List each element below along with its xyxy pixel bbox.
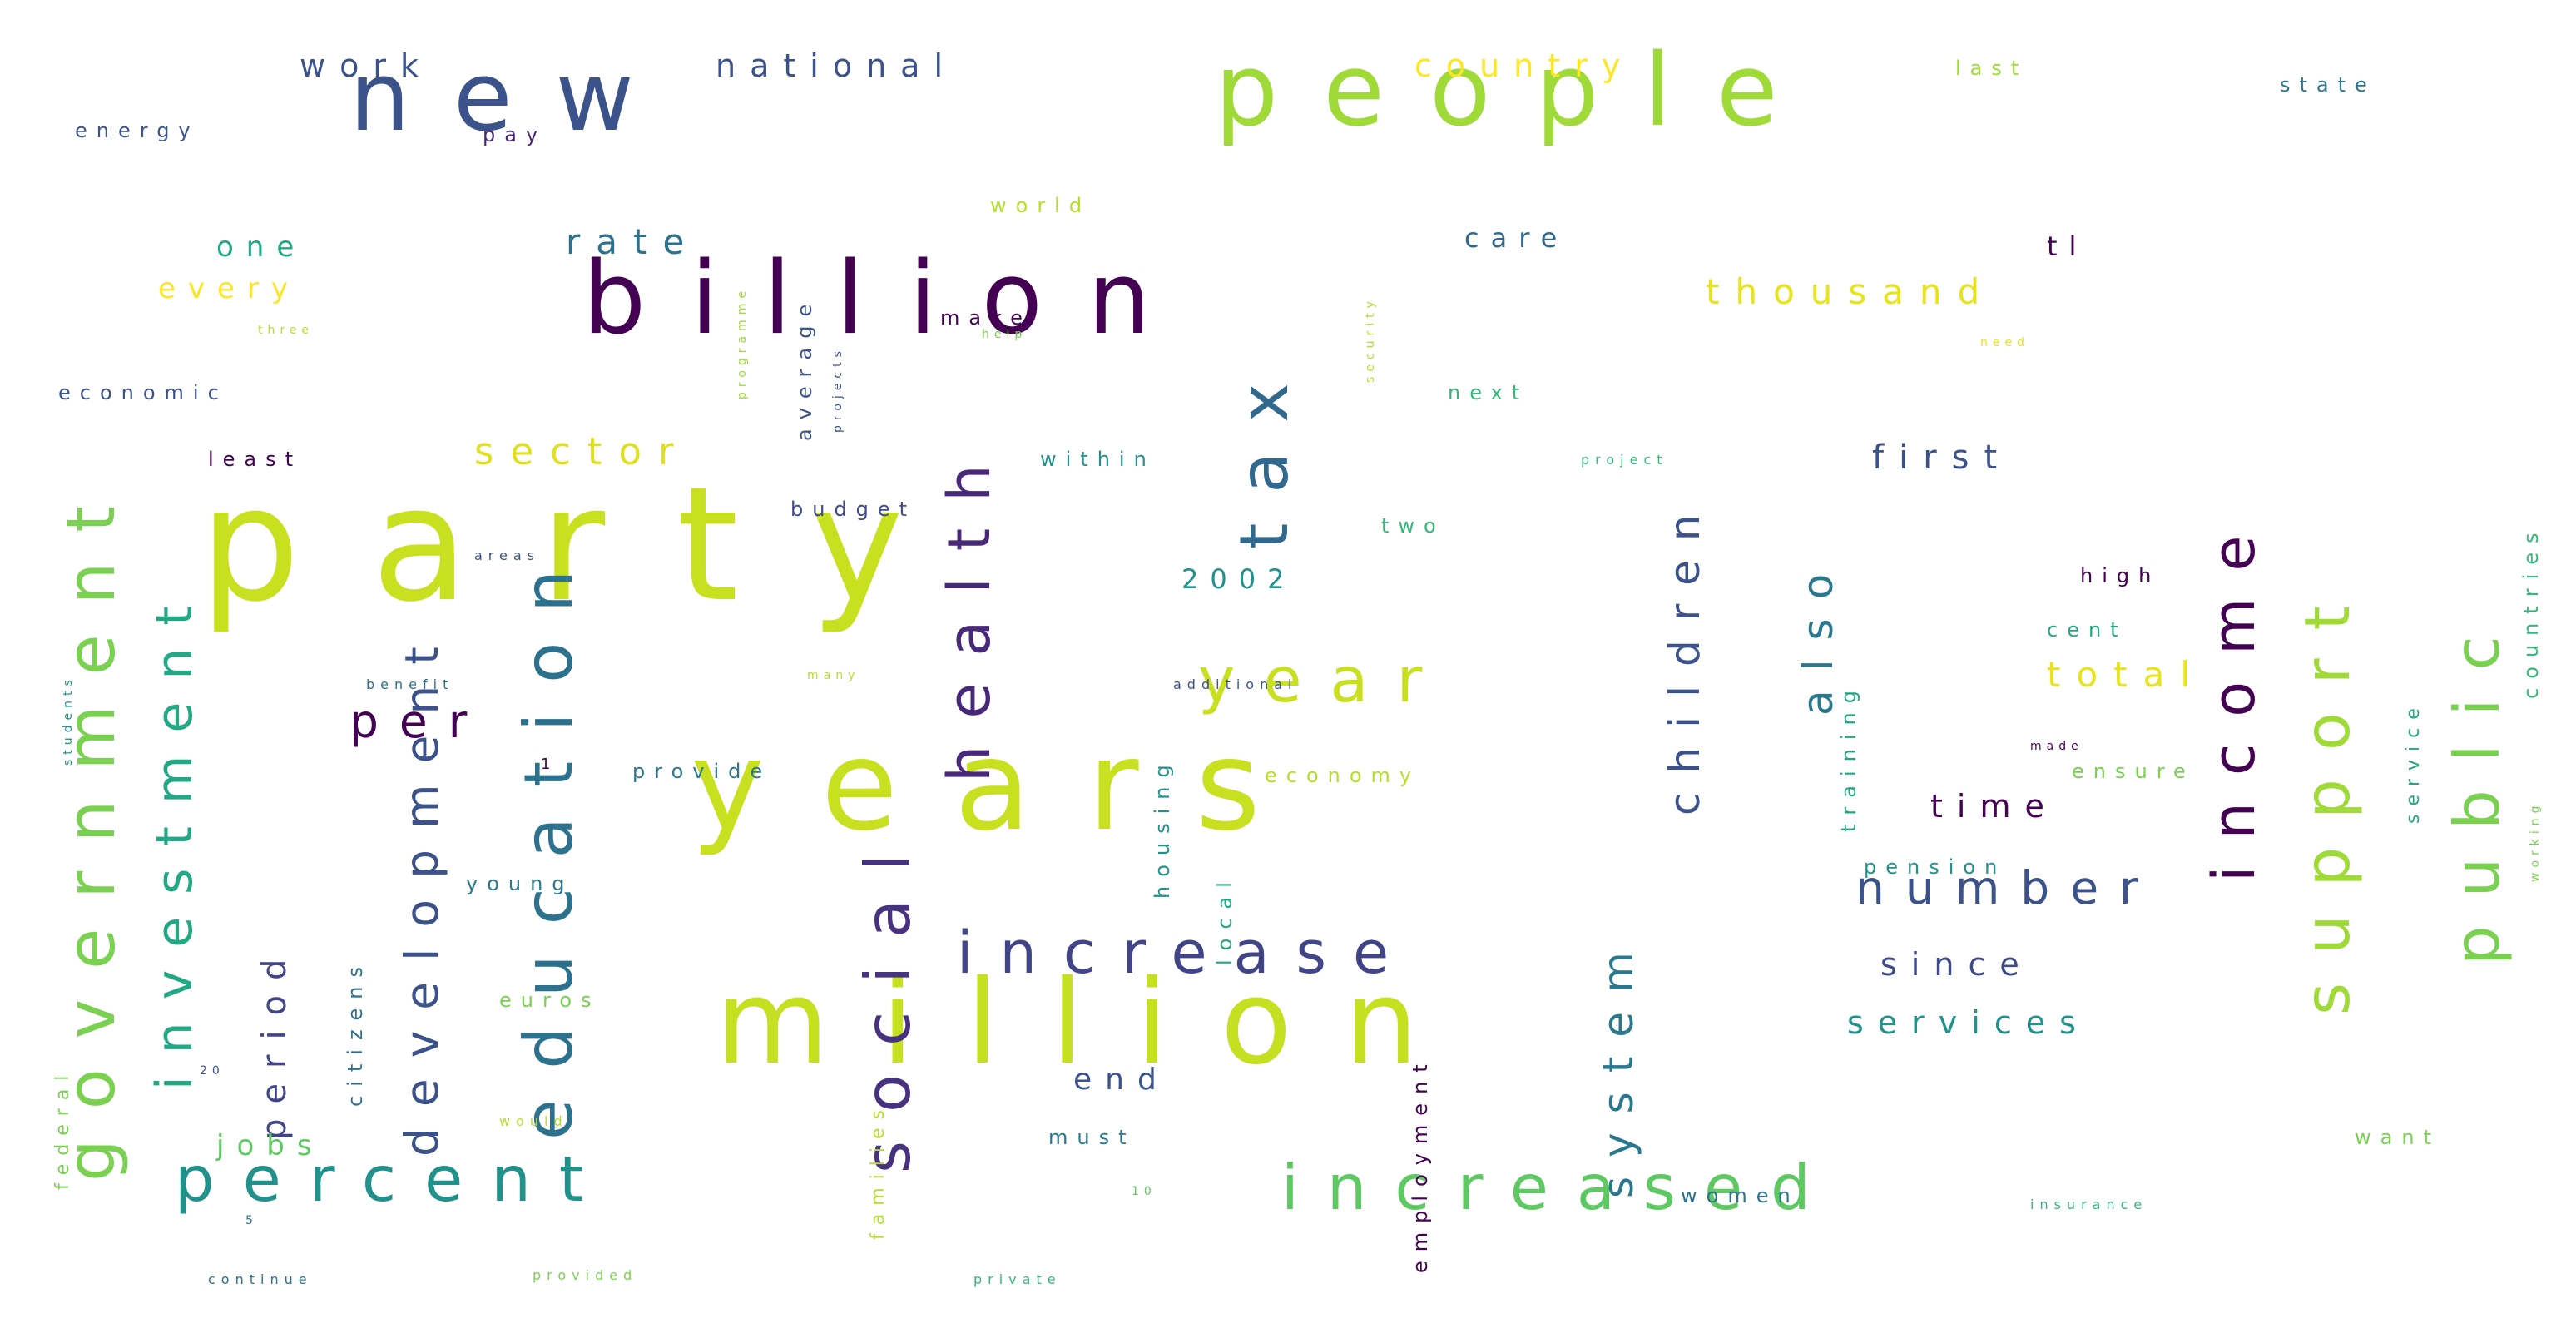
word: private: [973, 1271, 1062, 1287]
word: continue: [208, 1271, 313, 1287]
word: training: [1837, 681, 1860, 832]
word: budget: [790, 498, 917, 521]
word: first: [1872, 439, 2013, 477]
word: service: [2403, 700, 2424, 824]
word: average: [793, 295, 816, 441]
word: next: [1448, 381, 1529, 404]
word: total: [2047, 654, 2207, 695]
word: housing: [1151, 756, 1174, 899]
word: number: [1855, 861, 2159, 914]
word: support: [2291, 577, 2364, 1015]
word: per: [349, 695, 488, 748]
word: local: [1213, 873, 1236, 965]
word: years: [691, 714, 1317, 859]
word: insurance: [2030, 1197, 2148, 1212]
word: additional: [1173, 676, 1298, 692]
word: tl: [2047, 230, 2088, 262]
word: income: [2200, 508, 2268, 882]
word: project: [1581, 452, 1668, 468]
word: women: [1681, 1184, 1800, 1207]
word: euros: [499, 989, 601, 1012]
word: since: [1880, 946, 2034, 983]
word: 1: [541, 756, 557, 773]
word: working: [2529, 800, 2542, 882]
word: areas: [474, 548, 541, 563]
word: investment: [146, 583, 204, 1090]
word: employment: [1409, 1055, 1432, 1273]
word: 5: [245, 1214, 258, 1227]
word: care: [1464, 222, 1569, 254]
word: countries: [2519, 523, 2543, 699]
word: pay: [483, 123, 547, 146]
word: citizens: [344, 957, 367, 1107]
word: thousand: [1706, 271, 1996, 312]
word: economic: [58, 381, 228, 404]
word: system: [1594, 933, 1642, 1198]
word: increase: [957, 919, 1416, 987]
word: would: [499, 1113, 568, 1129]
word: energy: [75, 119, 200, 142]
word: increased: [1281, 1151, 1839, 1224]
word: public: [2440, 607, 2514, 965]
word: million: [716, 955, 1471, 1091]
word: young: [466, 872, 574, 895]
word: every: [158, 272, 301, 305]
word: work: [300, 47, 433, 84]
word: party: [200, 453, 976, 637]
word: least: [208, 448, 303, 471]
word: benefit: [366, 676, 454, 692]
word: cent: [2047, 618, 2128, 642]
word: education: [510, 540, 587, 1140]
word: federal: [52, 1067, 73, 1190]
word: world: [990, 194, 1092, 217]
word: year: [1198, 643, 1451, 716]
word: last: [1955, 57, 2029, 80]
word: period: [255, 944, 294, 1140]
word: three: [258, 324, 315, 337]
word: many: [807, 669, 860, 682]
word: jobs: [216, 1129, 324, 1162]
word: within: [1040, 448, 1156, 471]
word: percent: [175, 1142, 612, 1216]
word: 2002: [1181, 563, 1296, 595]
word: help: [982, 328, 1028, 341]
word: provide: [632, 760, 772, 783]
word: also: [1794, 554, 1842, 716]
word: end: [1073, 1063, 1170, 1097]
word: ensure: [2072, 760, 2195, 783]
word: tax: [1226, 353, 1303, 549]
word: need: [1980, 336, 2029, 349]
word: provided: [533, 1267, 638, 1283]
word: made: [2030, 740, 2083, 753]
word: projects: [831, 346, 845, 433]
word: must: [1048, 1126, 1136, 1149]
word: programme: [736, 285, 749, 399]
word: state: [2280, 73, 2376, 97]
word: one: [216, 230, 307, 264]
word: sector: [474, 429, 691, 473]
word: health: [935, 438, 1003, 782]
word: security: [1364, 296, 1377, 383]
word: make: [940, 306, 1032, 330]
word: new: [349, 42, 677, 153]
word: economy: [1265, 764, 1421, 787]
word: time: [1930, 788, 2058, 825]
word: pension: [1864, 855, 2007, 879]
word: people: [1215, 33, 1823, 149]
word: students: [62, 675, 75, 766]
word: national: [716, 47, 958, 84]
word: want: [2355, 1126, 2440, 1149]
word: country: [1414, 47, 1635, 84]
word: 10: [1132, 1185, 1157, 1198]
word: families: [868, 1102, 889, 1240]
word: 20: [200, 1064, 225, 1078]
word: children: [1661, 495, 1709, 815]
word: rate: [566, 221, 701, 262]
word: billion: [582, 241, 1196, 357]
word: services: [1847, 1004, 2090, 1041]
word: high: [2080, 564, 2161, 587]
word: two: [1381, 514, 1445, 538]
